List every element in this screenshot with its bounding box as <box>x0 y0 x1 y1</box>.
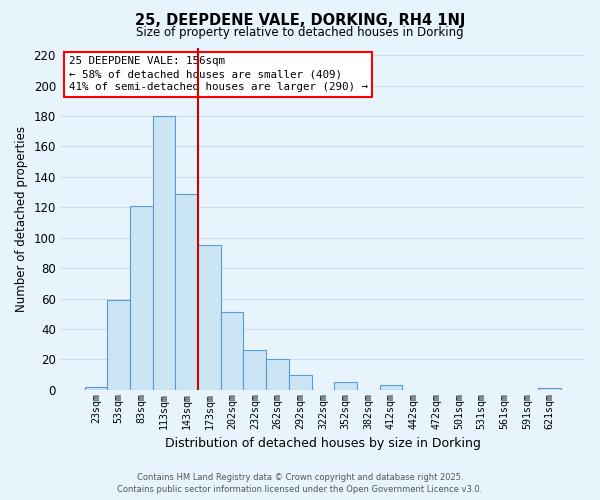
Bar <box>266 360 289 390</box>
Bar <box>85 387 107 390</box>
Bar <box>107 300 130 390</box>
Bar <box>334 382 357 390</box>
Bar <box>244 350 266 390</box>
Bar <box>130 206 152 390</box>
Text: 25, DEEPDENE VALE, DORKING, RH4 1NJ: 25, DEEPDENE VALE, DORKING, RH4 1NJ <box>135 12 465 28</box>
X-axis label: Distribution of detached houses by size in Dorking: Distribution of detached houses by size … <box>165 437 481 450</box>
Bar <box>152 116 175 390</box>
Text: 25 DEEPDENE VALE: 156sqm
← 58% of detached houses are smaller (409)
41% of semi-: 25 DEEPDENE VALE: 156sqm ← 58% of detach… <box>68 56 368 92</box>
Text: Size of property relative to detached houses in Dorking: Size of property relative to detached ho… <box>136 26 464 39</box>
Bar <box>538 388 561 390</box>
Bar <box>289 374 311 390</box>
Bar <box>380 386 403 390</box>
Y-axis label: Number of detached properties: Number of detached properties <box>15 126 28 312</box>
Bar <box>221 312 244 390</box>
Bar <box>198 246 221 390</box>
Text: Contains HM Land Registry data © Crown copyright and database right 2025.
Contai: Contains HM Land Registry data © Crown c… <box>118 472 482 494</box>
Bar <box>175 194 198 390</box>
